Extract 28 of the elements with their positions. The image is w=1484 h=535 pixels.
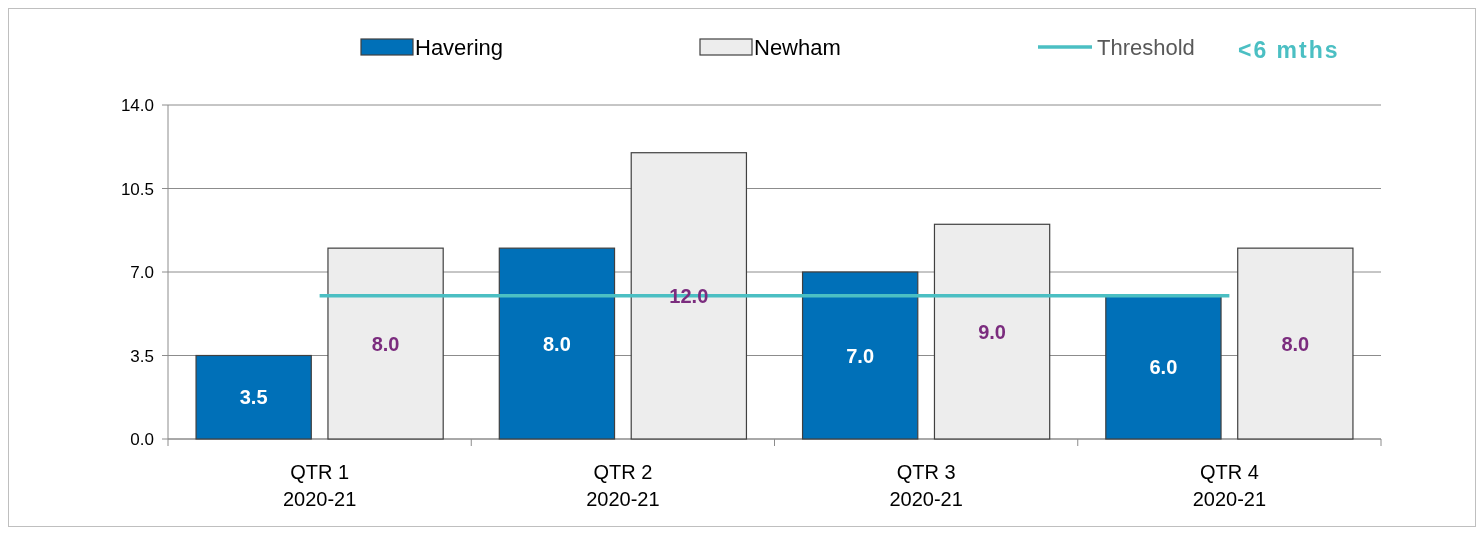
y-tick-label: 10.5 xyxy=(120,179,154,199)
data-label: 9.0 xyxy=(978,320,1006,343)
bar xyxy=(801,271,919,440)
y-tick-label: 3.5 xyxy=(130,346,154,366)
y-tick-label: 7.0 xyxy=(130,263,154,282)
bar xyxy=(1237,247,1354,440)
data-label: 8.0 xyxy=(371,332,400,355)
bar xyxy=(327,247,444,440)
data-label: 6.0 xyxy=(1149,356,1178,379)
y-tick-label: 14.0 xyxy=(120,96,154,115)
x-tick-label: QTR 1 2020-21 xyxy=(282,461,357,510)
x-tick-label: QTR 4 2020-21 xyxy=(1192,461,1267,510)
data-label: 7.0 xyxy=(846,344,875,367)
bar xyxy=(498,247,616,440)
data-label: 3.5 xyxy=(239,386,268,409)
legend-label: Havering xyxy=(415,35,504,60)
legend-label: Newham xyxy=(754,35,841,60)
text: <6 mths xyxy=(1238,37,1340,63)
legend-label: Threshold xyxy=(1097,35,1195,60)
x-tick-label: QTR 2 2020-21 xyxy=(586,461,660,510)
y-tick-label: 0.0 xyxy=(130,430,154,449)
bar xyxy=(933,223,1051,440)
data-label: 8.0 xyxy=(543,332,571,355)
bar xyxy=(630,152,748,440)
x-tick-label: QTR 3 2020-21 xyxy=(889,461,963,510)
data-label: 8.0 xyxy=(1281,332,1310,355)
bar xyxy=(1105,295,1222,440)
bar xyxy=(195,354,312,440)
